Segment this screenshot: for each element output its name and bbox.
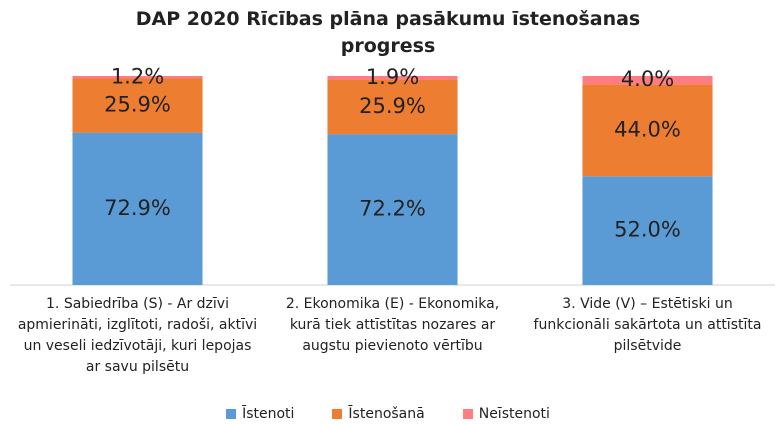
legend-item: Īstenoti (226, 406, 294, 422)
legend-item: Īstenošanā (332, 406, 425, 422)
data-label: 44.0% (614, 117, 681, 141)
bar-segment (327, 134, 458, 285)
legend-swatch (462, 409, 473, 419)
data-label: 1.2% (111, 64, 164, 88)
legend-label: Īstenošanā (348, 406, 425, 422)
legend-swatch (332, 409, 343, 419)
legend-swatch (226, 409, 237, 419)
chart-title: DAP 2020 Rīcības plāna pasākumu īstenoša… (135, 8, 641, 57)
data-label: 72.2% (359, 197, 426, 221)
bar-segment (582, 176, 713, 285)
data-label: 72.9% (104, 196, 171, 220)
data-label: 4.0% (621, 67, 674, 91)
bar-segment (327, 79, 458, 135)
x-tick-label: 1. Sabiedrība (S) - Ar dzīvi apmierināti… (17, 296, 258, 375)
bar-segment (582, 76, 713, 85)
legend-item: Neīstenoti (462, 406, 550, 422)
legend-label: Īstenoti (242, 406, 295, 422)
legend-label: Neīstenoti (478, 406, 550, 422)
bar-segment (72, 76, 203, 79)
bar-segment (72, 78, 203, 133)
legend: Īstenoti Īstenošanā Neīstenoti (0, 406, 776, 422)
bar-segment (327, 76, 458, 80)
data-label: 1.9% (366, 65, 419, 89)
x-tick-label: 2. Ekonomika (E) - Ekonomika, kurā tiek … (285, 296, 500, 354)
bar-segment (72, 132, 203, 285)
data-label: 25.9% (359, 94, 426, 118)
x-tick-label: 3. Vide (V) – Estētiski un funkcionāli s… (533, 296, 762, 354)
bar-segment (582, 84, 713, 177)
data-label: 52.0% (614, 218, 681, 242)
data-label: 25.9% (104, 93, 171, 117)
